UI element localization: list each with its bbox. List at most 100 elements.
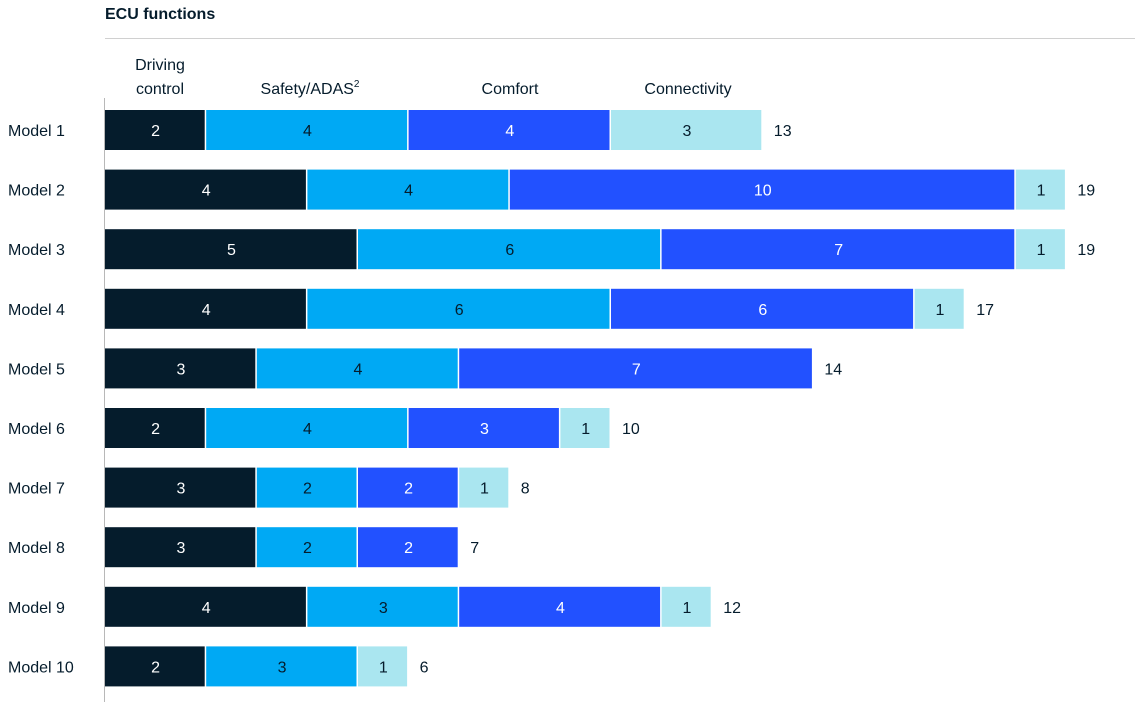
bar-segment — [206, 110, 408, 150]
data-label: 4 — [303, 123, 312, 140]
data-label: 2 — [303, 481, 312, 498]
legend-label-driving-control: Driving control — [135, 57, 185, 98]
bar-segment — [358, 467, 458, 508]
bar-segment — [206, 646, 357, 687]
legend-label-comfort: Comfort — [482, 81, 539, 98]
legend-label-connectivity: Connectivity — [644, 81, 731, 98]
data-label: 2 — [151, 123, 160, 140]
bar-segment — [408, 408, 559, 448]
bar-segment — [105, 288, 306, 329]
bar-segment — [1015, 169, 1065, 210]
data-label: 3 — [176, 481, 185, 498]
category-label: Model 7 — [8, 481, 65, 498]
data-label: 7 — [834, 242, 843, 259]
bar-segment — [307, 169, 509, 210]
category-label: Model 3 — [8, 242, 65, 259]
bar-segment — [105, 169, 306, 210]
bar-segment — [105, 408, 205, 448]
bar-segment — [105, 229, 357, 270]
bar-segment — [408, 110, 610, 150]
total-label: 12 — [723, 600, 741, 617]
bar-segment — [661, 229, 1015, 270]
bar-segment — [256, 348, 458, 389]
data-label: 4 — [556, 600, 565, 617]
category-label: Model 6 — [8, 421, 65, 438]
data-label: 3 — [176, 361, 185, 378]
bar-segment — [358, 527, 458, 568]
total-label: 19 — [1077, 183, 1095, 200]
data-label: 2 — [151, 659, 160, 676]
data-label: 1 — [935, 302, 944, 319]
data-label: 4 — [303, 421, 312, 438]
chart-title: ECU functions — [105, 6, 216, 23]
bar-segment — [661, 586, 711, 627]
bar-segment — [914, 288, 964, 329]
total-label: 7 — [470, 540, 479, 557]
bar-segment — [105, 467, 256, 508]
bar-segment — [206, 408, 408, 448]
bar-segment — [611, 288, 914, 329]
bar-segment — [358, 646, 408, 687]
data-label: 5 — [227, 242, 236, 259]
data-label: 4 — [505, 123, 514, 140]
total-label: 6 — [420, 659, 429, 676]
total-label: 8 — [521, 481, 530, 498]
category-label: Model 4 — [8, 302, 65, 319]
data-label: 3 — [682, 123, 691, 140]
data-label: 4 — [354, 361, 363, 378]
category-label: Model 1 — [8, 123, 65, 140]
data-label: 4 — [202, 183, 211, 200]
bar-segment — [560, 408, 610, 448]
bar-segment — [105, 646, 205, 687]
category-label: Model 5 — [8, 361, 65, 378]
total-label: 17 — [976, 302, 994, 319]
data-label: 3 — [480, 421, 489, 438]
category-label: Model 8 — [8, 540, 65, 557]
title-divider — [105, 38, 1135, 39]
data-label: 6 — [505, 242, 514, 259]
total-label: 10 — [622, 421, 640, 438]
data-label: 1 — [682, 600, 691, 617]
bar-segment — [105, 348, 256, 389]
bar-segment — [256, 467, 357, 508]
data-label: 1 — [1037, 242, 1046, 259]
data-label: 2 — [303, 540, 312, 557]
data-label: 4 — [202, 302, 211, 319]
data-label: 1 — [379, 659, 388, 676]
data-label: 4 — [404, 183, 413, 200]
data-label: 1 — [480, 481, 489, 498]
bar-segment — [307, 586, 458, 627]
bar-segment — [307, 288, 610, 329]
data-label: 6 — [455, 302, 464, 319]
bar-segment — [611, 110, 762, 150]
bar-segment — [459, 586, 661, 627]
bar-segment — [105, 110, 205, 150]
data-label: 6 — [758, 302, 767, 319]
bar-segment — [105, 586, 306, 627]
total-label: 19 — [1077, 242, 1095, 259]
data-label: 7 — [632, 361, 641, 378]
bar-segment — [509, 169, 1015, 210]
data-label: 4 — [202, 600, 211, 617]
data-label: 2 — [404, 540, 413, 557]
bar-segment — [459, 348, 812, 389]
data-label: 2 — [151, 421, 160, 438]
category-label: Model 2 — [8, 183, 65, 200]
data-label: 10 — [754, 183, 772, 200]
bar-segment — [256, 527, 357, 568]
data-label: 2 — [404, 481, 413, 498]
bar-segment — [1015, 229, 1065, 270]
bar-segment — [358, 229, 661, 270]
category-label: Model 10 — [8, 659, 74, 676]
category-label: Model 9 — [8, 600, 65, 617]
data-label: 3 — [278, 659, 287, 676]
bar-segment — [105, 527, 256, 568]
legend-label-safety-adas: Safety/ADAS2 — [261, 79, 360, 98]
data-label: 3 — [379, 600, 388, 617]
total-label: 14 — [824, 361, 842, 378]
data-label: 1 — [581, 421, 590, 438]
data-label: 1 — [1037, 183, 1046, 200]
bar-segment — [459, 467, 509, 508]
total-label: 13 — [774, 123, 792, 140]
